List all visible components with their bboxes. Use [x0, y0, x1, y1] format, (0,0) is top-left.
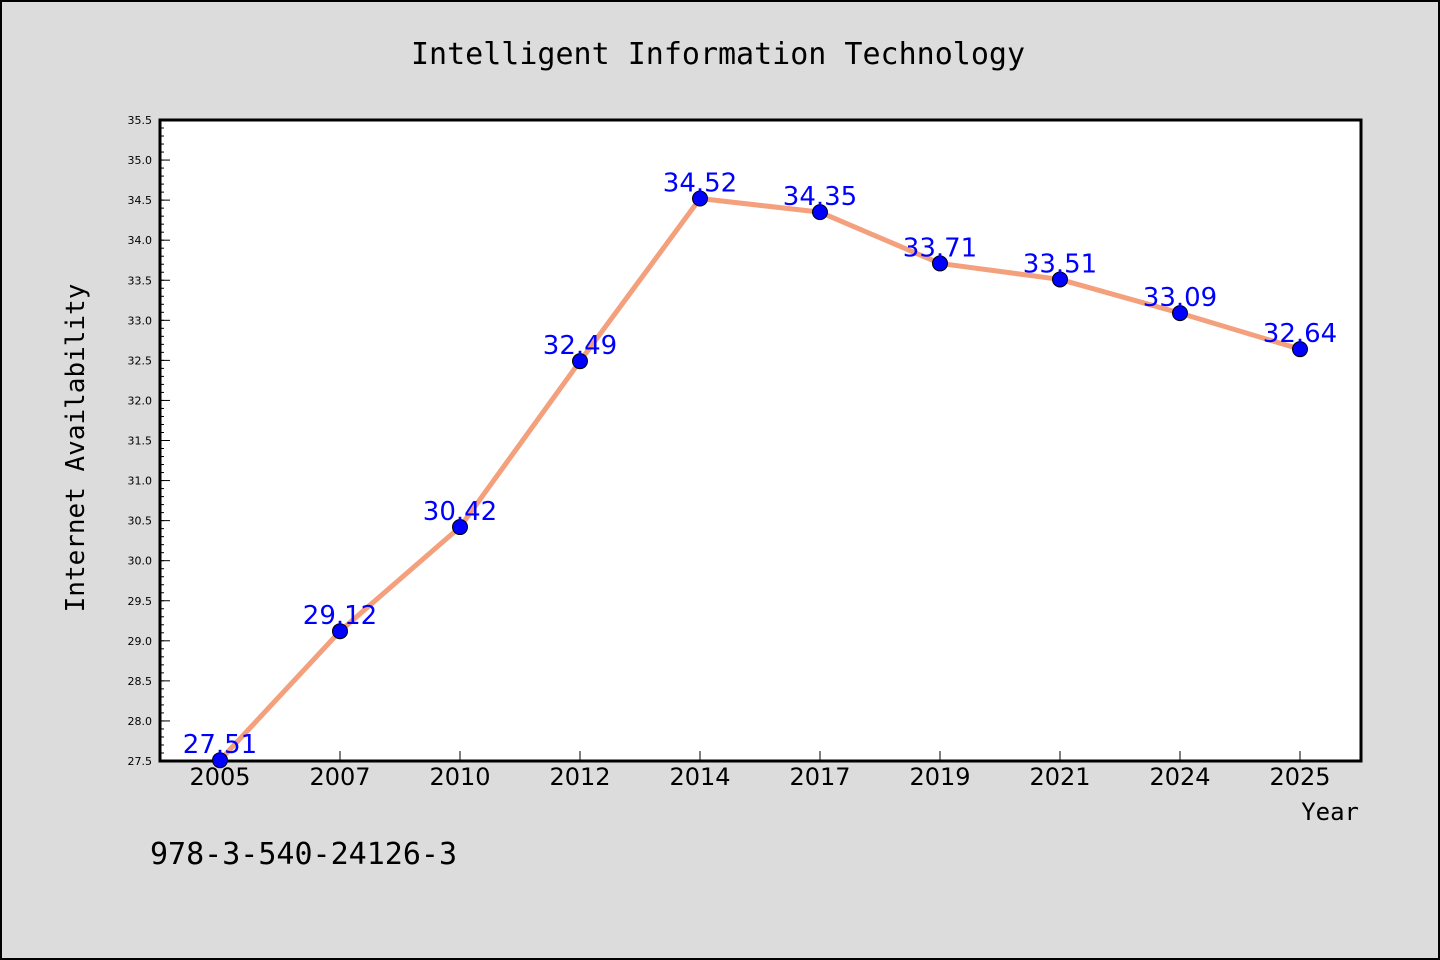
y-tick-label: 33.0 [128, 314, 153, 327]
data-label: 32.49 [543, 331, 617, 361]
data-label: 33.51 [1023, 249, 1097, 279]
isbn-footer: 978-3-540-24126-3 [150, 837, 457, 872]
x-tick-label: 2017 [789, 763, 850, 791]
chart-title: Intelligent Information Technology [411, 37, 1025, 72]
data-point-marker [932, 255, 948, 272]
data-labels: 27.51 29.12 30.42 32.49 34.52 34.35 33.71 33.51… [183, 169, 1337, 761]
x-tick-label: 2010 [429, 763, 490, 791]
data-point-marker [212, 752, 228, 769]
data-label: 34.52 [663, 169, 737, 199]
plot-area [158, 118, 1363, 763]
y-tick-label: 30.0 [128, 555, 153, 568]
data-point-marker [332, 623, 348, 640]
x-tick-label: 2025 [1269, 763, 1330, 791]
data-point-marker [1052, 271, 1068, 288]
data-label: 34.35 [783, 182, 857, 212]
y-axis-ticks: 27.5 28.0 28.5 29.0 29.5 30.0 30.5 31.0 31.5 32.0… [128, 114, 170, 768]
y-tick-label: 29.0 [128, 635, 153, 648]
data-label: 33.71 [903, 233, 977, 263]
series-markers [212, 190, 1308, 769]
data-point-marker [572, 353, 588, 370]
series-line-group [217, 196, 1303, 763]
y-tick-label: 28.5 [128, 675, 153, 688]
data-point-marker [1292, 341, 1308, 358]
y-tick-label: 31.0 [128, 475, 153, 488]
x-tick-label: 2012 [549, 763, 610, 791]
data-label: 32.64 [1263, 319, 1337, 349]
data-point-marker [692, 190, 708, 207]
y-tick-label: 31.5 [128, 435, 153, 448]
y-tick-label: 32.5 [128, 354, 153, 367]
y-tick-label: 30.5 [128, 515, 153, 528]
y-tick-label: 29.5 [128, 595, 153, 608]
data-label: 29.12 [303, 601, 377, 631]
x-axis-label: Year [1301, 798, 1359, 826]
data-point-marker [812, 204, 828, 221]
data-label: 30.42 [423, 497, 497, 527]
x-tick-label: 2007 [309, 763, 370, 791]
data-point-marker [1172, 305, 1188, 322]
y-tick-label: 35.0 [128, 154, 153, 167]
x-tick-label: 2014 [669, 763, 730, 791]
data-label: 27.51 [183, 730, 257, 760]
y-axis-label: Internet Availability [61, 284, 91, 613]
x-tick-label: 2024 [1149, 763, 1210, 791]
y-tick-label: 32.0 [128, 394, 153, 407]
y-tick-label: 34.5 [128, 194, 153, 207]
x-tick-label: 2019 [909, 763, 970, 791]
series-line [217, 196, 1303, 763]
x-axis-ticks: 2005 2007 2010 2012 2014 2017 2019 2021 2024 2025 [189, 751, 1331, 791]
y-tick-label: 33.5 [128, 274, 153, 287]
y-tick-label: 27.5 [128, 755, 153, 768]
x-tick-label: 2021 [1029, 763, 1090, 791]
y-tick-label: 34.0 [128, 234, 153, 247]
data-label: 33.09 [1143, 283, 1217, 313]
y-tick-label: 35.5 [128, 114, 153, 127]
data-point-marker [452, 519, 468, 536]
y-tick-label: 28.0 [128, 715, 153, 728]
